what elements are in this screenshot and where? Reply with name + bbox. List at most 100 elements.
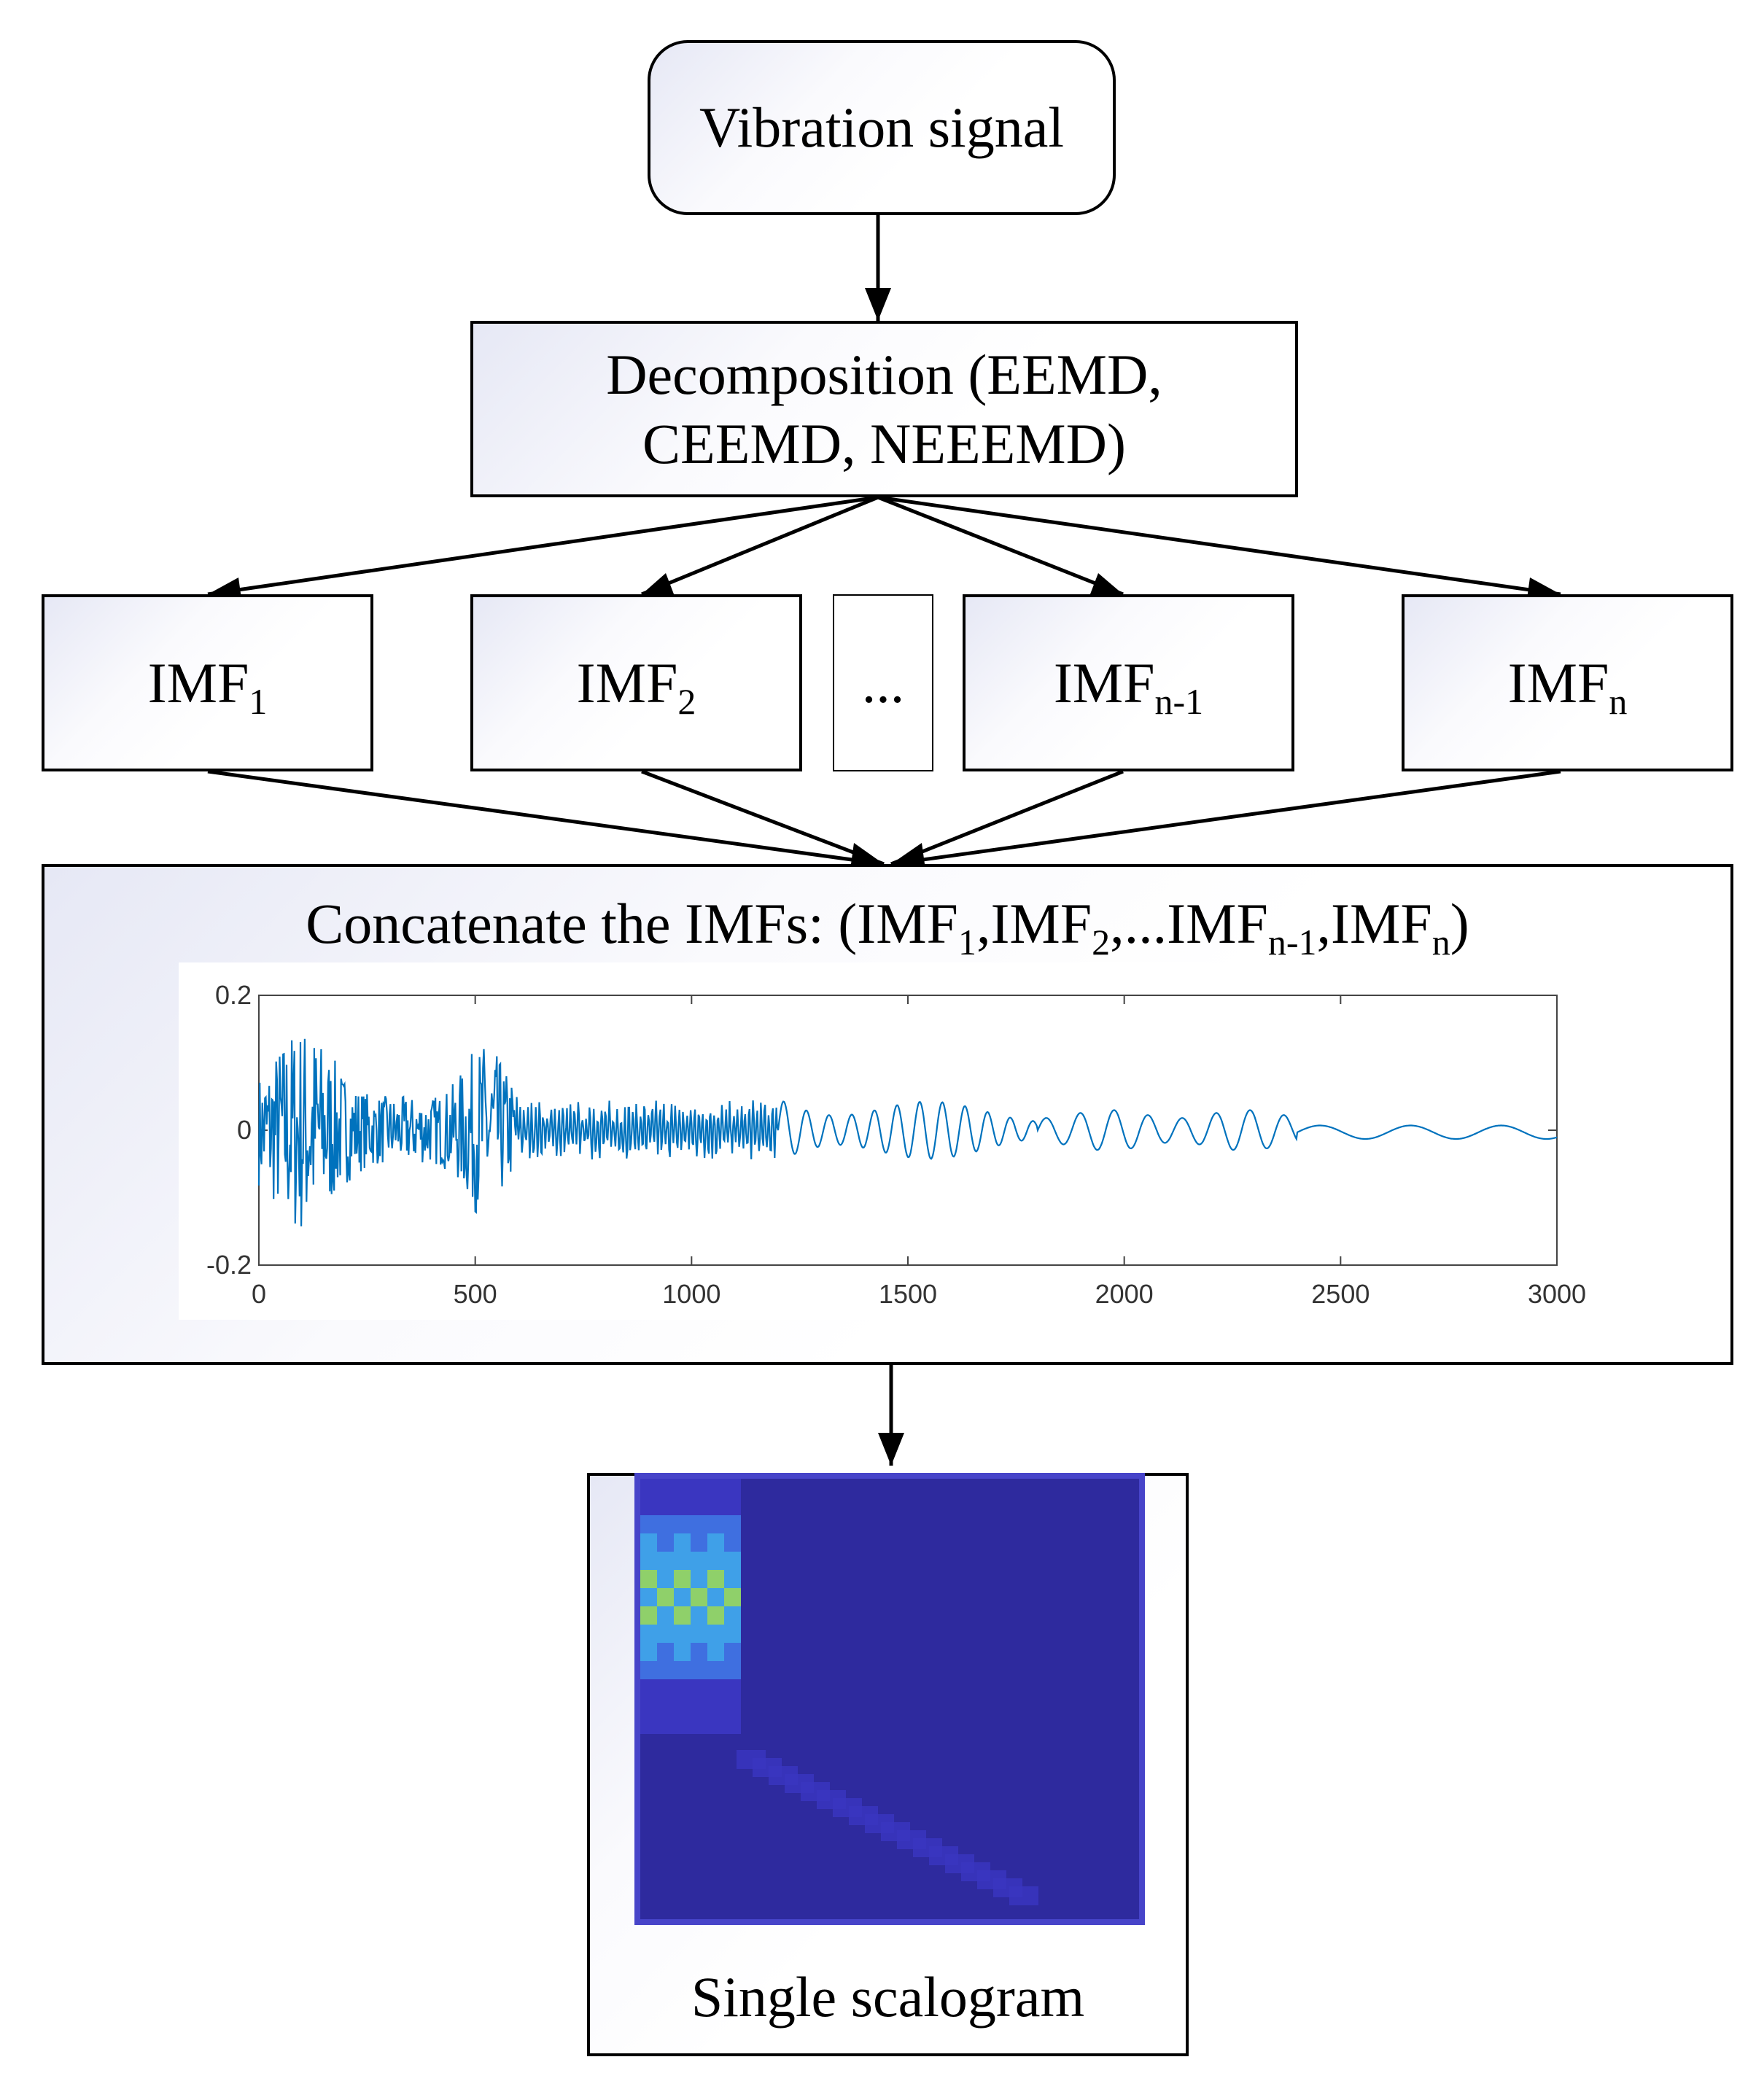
scalogram-cell [707, 1679, 724, 1698]
scalogram-cell [724, 1479, 741, 1497]
x-tick-label: 1500 [879, 1279, 937, 1309]
scalogram-cell [674, 1606, 691, 1625]
scalogram-cell [657, 1643, 674, 1661]
scalogram-cell [691, 1515, 707, 1533]
x-tick-label: 1000 [662, 1279, 720, 1309]
scalogram-cell [640, 1533, 657, 1552]
ellipsis-node: ... [833, 594, 933, 771]
scalogram-cell [724, 1661, 741, 1679]
scalogram-cell [724, 1570, 741, 1588]
imf1-label: IMF1 [147, 650, 268, 722]
scalogram-cell [640, 1588, 657, 1606]
scalogram-cell [691, 1497, 707, 1515]
scalogram-cell [657, 1661, 674, 1679]
scalogram-cell [691, 1552, 707, 1570]
scalogram-cell [674, 1588, 691, 1606]
imfn-node: IMFn [1402, 594, 1733, 771]
scalogram-cell [657, 1570, 674, 1588]
scalogram-label: Single scalogram [691, 1964, 1085, 2029]
scalogram-cell [674, 1643, 691, 1661]
scalogram-cell [674, 1515, 691, 1533]
scalogram-cell [724, 1716, 741, 1734]
scalogram-cell [724, 1606, 741, 1625]
scalogram-cell [674, 1497, 691, 1515]
imfn1-node: IMFn-1 [963, 594, 1294, 771]
y-tick-label: 0.2 [215, 980, 252, 1010]
scalogram-cell [657, 1625, 674, 1643]
scalogram-cell [640, 1552, 657, 1570]
scalogram-cell [657, 1698, 674, 1716]
scalogram-cell [707, 1698, 724, 1716]
scalogram-cell [657, 1606, 674, 1625]
scalogram-cell [640, 1479, 657, 1497]
concatenate-label: Concatenate the IMFs: (IMF1,IMF2,...IMFn… [306, 892, 1469, 962]
arrow-imf2-to-concat [641, 769, 885, 866]
scalogram-cell [691, 1625, 707, 1643]
scalogram-cell [724, 1533, 741, 1552]
y-tick-label: -0.2 [206, 1250, 252, 1280]
x-tick-label: 2500 [1311, 1279, 1370, 1309]
scalogram-cell [691, 1588, 707, 1606]
imf1-node: IMF1 [42, 594, 373, 771]
x-tick-label: 3000 [1528, 1279, 1586, 1309]
imf2-node: IMF2 [470, 594, 802, 771]
scalogram-cell [724, 1552, 741, 1570]
scalogram-cell [657, 1679, 674, 1698]
arrow-imfn1-to-concat [890, 769, 1124, 866]
scalogram-cell [707, 1588, 724, 1606]
scalogram-cell [640, 1515, 657, 1533]
scalogram-cell [657, 1533, 674, 1552]
scalogram-cell [707, 1643, 724, 1661]
scalogram-cell [691, 1679, 707, 1698]
scalogram-cell [724, 1588, 741, 1606]
x-tick-label: 2000 [1095, 1279, 1154, 1309]
scalogram-cell [707, 1515, 724, 1533]
scalogram-cell [640, 1661, 657, 1679]
scalogram-cell [691, 1716, 707, 1734]
scalogram-cell [707, 1479, 724, 1497]
ellipsis-label: ... [861, 650, 905, 715]
scalogram-cell [657, 1716, 674, 1734]
scalogram-cell [691, 1698, 707, 1716]
arrow-imfn-to-concat [890, 769, 1561, 866]
scalogram-cell [640, 1643, 657, 1661]
scalogram-cell [707, 1497, 724, 1515]
scalogram-cell [674, 1698, 691, 1716]
scalogram-cell [674, 1479, 691, 1497]
scalogram-cell [674, 1533, 691, 1552]
scalogram-cell [724, 1625, 741, 1643]
x-tick-label: 0 [252, 1279, 266, 1309]
scalogram-cell [657, 1515, 674, 1533]
scalogram-cell [640, 1679, 657, 1698]
imf2-label: IMF2 [576, 650, 696, 722]
scalogram-cell [691, 1533, 707, 1552]
scalogram-cell [724, 1497, 741, 1515]
scalogram-cell [724, 1643, 741, 1661]
plot-axes-frame [258, 995, 1558, 1266]
decomposition-label-line2: CEEMD, NEEEMD) [642, 412, 1126, 475]
scalogram-cell [657, 1588, 674, 1606]
scalogram-cell [674, 1625, 691, 1643]
scalogram-cell [707, 1716, 724, 1734]
scalogram-cell [724, 1698, 741, 1716]
arrow-decomposition-to-imfn [877, 495, 1561, 596]
scalogram-cell [691, 1570, 707, 1588]
concatenated-signal-plot: 0 500 1000 1500 2000 2500 3000 0.2 0 -0.2 [179, 962, 1601, 1320]
decomposition-label-line1: Decomposition (EEMD, [606, 342, 1162, 406]
arrow-imf1-to-concat [207, 769, 885, 866]
scalogram-cell [640, 1570, 657, 1588]
scalogram-cell [724, 1679, 741, 1698]
imfn1-label: IMFn-1 [1053, 650, 1204, 722]
scalogram-image [634, 1473, 1145, 1925]
scalogram-cell [657, 1552, 674, 1570]
scalogram-cell [707, 1661, 724, 1679]
scalogram-cell [674, 1552, 691, 1570]
scalogram-cell [640, 1625, 657, 1643]
arrow-decomposition-to-imfn1 [877, 495, 1124, 596]
scalogram-cell [674, 1661, 691, 1679]
signal-series-line [257, 1038, 1558, 1226]
scalogram-cell [674, 1716, 691, 1734]
scalogram-cell [724, 1515, 741, 1533]
